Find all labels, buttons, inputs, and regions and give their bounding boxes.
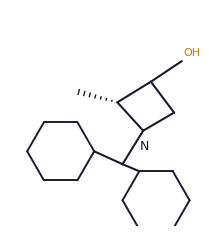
Text: N: N xyxy=(140,140,149,154)
Text: OH: OH xyxy=(183,48,200,58)
